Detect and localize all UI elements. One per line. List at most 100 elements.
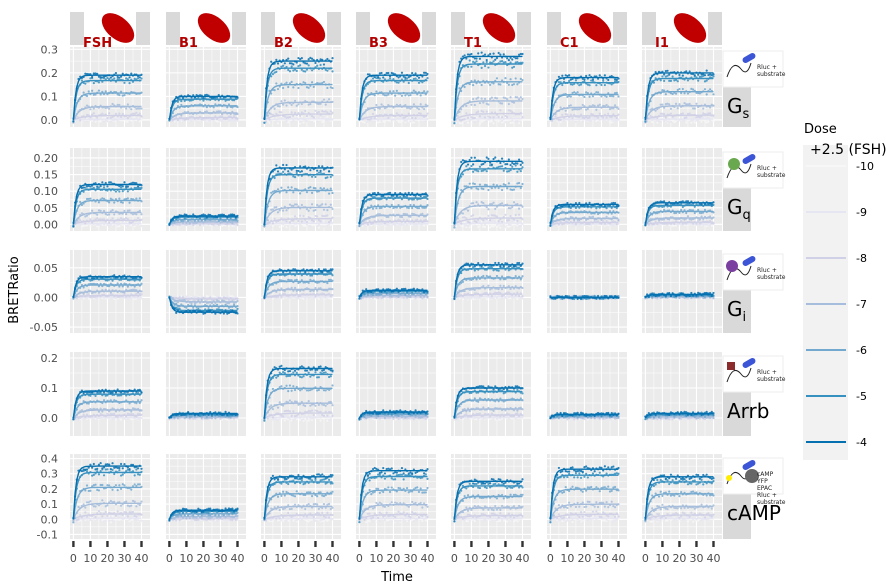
data-point — [113, 274, 116, 277]
data-point — [92, 107, 95, 110]
data-point — [416, 106, 419, 110]
data-point — [276, 87, 280, 91]
data-point — [693, 74, 696, 77]
data-point — [483, 53, 487, 56]
data-point — [387, 116, 390, 120]
data-point — [516, 96, 519, 99]
data-point — [118, 76, 121, 79]
data-point — [492, 60, 495, 63]
data-point — [366, 120, 370, 124]
data-point — [287, 186, 290, 189]
data-point — [596, 91, 600, 94]
data-point — [549, 224, 552, 227]
data-point — [492, 219, 495, 222]
data-point — [500, 59, 504, 63]
data-point — [232, 119, 236, 122]
data-point — [324, 103, 327, 106]
data-point — [128, 120, 131, 123]
data-point — [463, 54, 466, 57]
data-point — [422, 115, 426, 118]
data-point — [316, 120, 319, 123]
data-point — [85, 72, 89, 76]
data-point — [468, 59, 471, 62]
data-point — [602, 116, 605, 119]
data-point — [113, 224, 116, 227]
data-point — [101, 76, 104, 79]
data-point — [407, 76, 410, 79]
data-point — [512, 115, 516, 118]
data-point — [188, 99, 191, 102]
data-point — [305, 191, 309, 194]
data-point — [612, 113, 615, 116]
facet-panel — [356, 148, 436, 231]
data-point — [600, 83, 603, 87]
data-point — [517, 122, 521, 125]
data-point — [307, 58, 310, 61]
series-line — [453, 63, 523, 120]
data-point — [490, 163, 493, 166]
data-point — [138, 76, 141, 79]
series-line — [454, 112, 523, 121]
data-point — [300, 115, 303, 118]
data-point — [283, 115, 286, 118]
data-point — [322, 63, 326, 66]
data-point — [231, 222, 234, 225]
data-point — [605, 95, 608, 98]
data-point — [136, 216, 140, 220]
series-line — [263, 60, 333, 120]
data-point — [509, 214, 512, 218]
data-point — [297, 64, 300, 68]
data-point — [602, 79, 605, 82]
data-point — [322, 98, 326, 101]
data-point — [106, 116, 109, 119]
data-point — [224, 117, 227, 121]
data-point — [500, 102, 504, 105]
data-point — [119, 115, 123, 119]
data-point — [569, 104, 572, 107]
data-point — [517, 53, 521, 56]
data-point — [290, 186, 293, 189]
data-point — [499, 115, 502, 118]
data-point — [118, 190, 121, 193]
data-point — [397, 76, 400, 79]
data-point — [607, 112, 610, 115]
data-point — [84, 82, 87, 85]
data-point — [591, 215, 595, 218]
data-point — [304, 70, 307, 73]
data-point — [226, 106, 229, 109]
data-point — [126, 224, 129, 227]
data-point — [495, 97, 499, 100]
data-point — [275, 206, 278, 209]
data-point — [327, 170, 331, 173]
data-point — [507, 102, 510, 106]
data-point — [561, 74, 564, 77]
data-point — [91, 89, 94, 92]
data-point — [585, 108, 588, 111]
data-point — [490, 187, 493, 190]
data-point — [87, 90, 90, 93]
data-point — [92, 112, 95, 115]
data-point — [483, 225, 487, 229]
data-point — [460, 160, 463, 164]
data-point — [507, 114, 510, 117]
data-point — [114, 112, 118, 115]
data-point — [399, 103, 402, 107]
data-point — [472, 117, 475, 120]
data-point — [574, 79, 578, 82]
data-point — [91, 75, 94, 78]
data-point — [506, 116, 509, 119]
data-point — [140, 297, 143, 300]
data-point — [693, 211, 696, 215]
data-point — [591, 104, 595, 107]
data-point — [111, 115, 114, 119]
data-point — [482, 187, 485, 191]
data-point — [118, 93, 121, 97]
data-point — [324, 68, 327, 71]
data-point — [485, 102, 488, 105]
data-point — [414, 77, 417, 80]
data-point — [322, 110, 326, 113]
data-point — [595, 91, 598, 94]
data-point — [511, 58, 514, 61]
data-point — [671, 75, 674, 78]
data-point — [282, 170, 285, 173]
